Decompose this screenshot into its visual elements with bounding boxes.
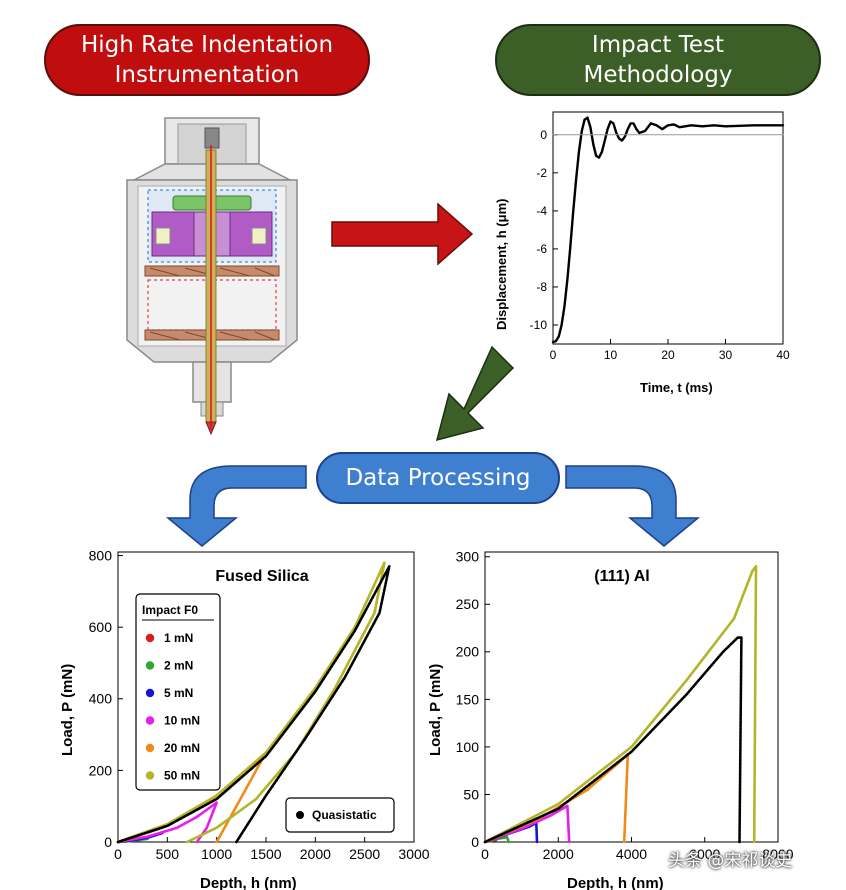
y-tick-label: 800 xyxy=(89,547,113,563)
impact-test-methodology-pill: Impact Test Methodology xyxy=(495,24,821,96)
y-tick-label: 200 xyxy=(89,762,113,778)
series-line xyxy=(483,636,743,844)
y-tick-label: -2 xyxy=(536,166,547,180)
x-tick-label: 8000 xyxy=(762,846,793,862)
legend-entry: 50 mN xyxy=(164,769,200,783)
x-tick-label: 0 xyxy=(481,846,489,862)
x-tick-label: 4000 xyxy=(616,846,647,862)
x-tick-label: 10 xyxy=(604,348,618,362)
y-tick-label: -8 xyxy=(536,280,547,294)
x-tick-label: 2000 xyxy=(300,846,331,862)
y-tick-label: -10 xyxy=(530,318,548,332)
chart-frame xyxy=(552,111,784,345)
x-tick-label: 30 xyxy=(719,348,733,362)
x-axis-label: Depth, h (nm) xyxy=(567,875,664,890)
indenter-cross-section-icon xyxy=(126,117,298,436)
y-tick-label: 50 xyxy=(463,786,479,802)
series-line xyxy=(116,801,218,844)
series-line xyxy=(116,561,386,844)
displacement-time-chart: 0 10 20 30 40 0 -2 -4 -6 -8 -10 Time, t (ms) Displ… xyxy=(494,111,790,395)
y-axis-label: Load, P (mN) xyxy=(59,664,76,756)
high-rate-indentation-pill: High Rate Indentation Instrumentation xyxy=(44,24,370,96)
series-line xyxy=(551,116,785,344)
series-line xyxy=(483,564,758,844)
legend-entry: 1 mN xyxy=(164,631,193,645)
legend-marker xyxy=(145,771,155,780)
x-tick-label: 2500 xyxy=(349,846,380,862)
y-tick-label: 0 xyxy=(540,128,547,142)
right-arrow-icon xyxy=(331,202,474,266)
y-tick-label: 300 xyxy=(456,549,480,565)
y-axis-label: Displacement, h (μm) xyxy=(494,199,509,330)
legend-entry: 20 mN xyxy=(164,741,200,755)
chart-title: (111) Al xyxy=(594,568,649,585)
fused-silica-chart: 0 500 1000 1500 2000 2500 3000 0 200 400 600 800 Fu… xyxy=(59,547,430,890)
y-tick-label: 400 xyxy=(89,691,113,707)
legend-entry: 5 mN xyxy=(164,686,193,700)
curved-arrow-left-icon xyxy=(165,465,307,547)
x-tick-label: 20 xyxy=(661,348,675,362)
legend-marker xyxy=(145,661,155,670)
x-tick-label: 6000 xyxy=(689,846,720,862)
legend-marker xyxy=(145,716,155,725)
y-tick-label: 100 xyxy=(456,739,480,755)
curved-arrow-right-icon xyxy=(565,465,701,547)
chart-frame xyxy=(484,551,779,843)
al-111-chart: 0 2000 4000 6000 8000 0 50 100 150 200 250 300 (111… xyxy=(427,549,794,890)
data-processing-pill: Data Processing xyxy=(316,452,560,504)
down-left-arrow-icon xyxy=(435,345,515,442)
y-tick-label: -6 xyxy=(536,242,547,256)
y-axis-label: Load, P (mN) xyxy=(427,664,444,756)
y-tick-label: 150 xyxy=(456,691,480,707)
quasistatic-legend: Quasistatic xyxy=(285,797,395,833)
x-tick-label: 500 xyxy=(156,846,180,862)
y-tick-label: -4 xyxy=(536,204,547,218)
series-line xyxy=(483,804,571,844)
chart-title: Fused Silica xyxy=(215,568,308,585)
x-tick-label: 0 xyxy=(114,846,122,862)
x-tick-label: 3000 xyxy=(398,846,429,862)
y-tick-label: 250 xyxy=(456,596,480,612)
x-tick-label: 1000 xyxy=(201,846,232,862)
pill-line-1: High Rate Indentation xyxy=(80,32,334,58)
pill-line-2: Instrumentation xyxy=(114,62,300,88)
legend-marker xyxy=(145,688,155,698)
legend-entry: 2 mN xyxy=(164,659,193,673)
legend-marker xyxy=(145,633,155,643)
x-axis-label: Depth, h (nm) xyxy=(200,875,297,890)
legend-marker xyxy=(145,743,155,753)
pill-line-1: Impact Test xyxy=(591,32,725,58)
legend-entry: 10 mN xyxy=(164,714,200,728)
series-line xyxy=(116,564,391,844)
y-tick-label: 600 xyxy=(89,619,113,635)
y-tick-label: 0 xyxy=(471,834,479,850)
x-tick-label: 1500 xyxy=(250,846,281,862)
legend-title: Impact F0 xyxy=(142,603,198,617)
impact-legend: Impact F0 1 mN 2 mN 5 mN 10 mN 20 mN 50 mN xyxy=(135,593,221,791)
y-tick-label: 200 xyxy=(456,644,480,660)
x-axis-label: Time, t (ms) xyxy=(640,380,713,395)
pill-line-2: Methodology xyxy=(583,62,733,88)
x-tick-label: 40 xyxy=(776,348,790,362)
watermark: 头条 @宋祁谈史 xyxy=(668,851,793,871)
data-processing-label: Data Processing xyxy=(345,465,531,491)
x-tick-label: 2000 xyxy=(543,846,574,862)
quasistatic-label: Quasistatic xyxy=(312,808,377,822)
x-tick-label: 0 xyxy=(550,348,557,362)
y-tick-label: 0 xyxy=(104,834,112,850)
